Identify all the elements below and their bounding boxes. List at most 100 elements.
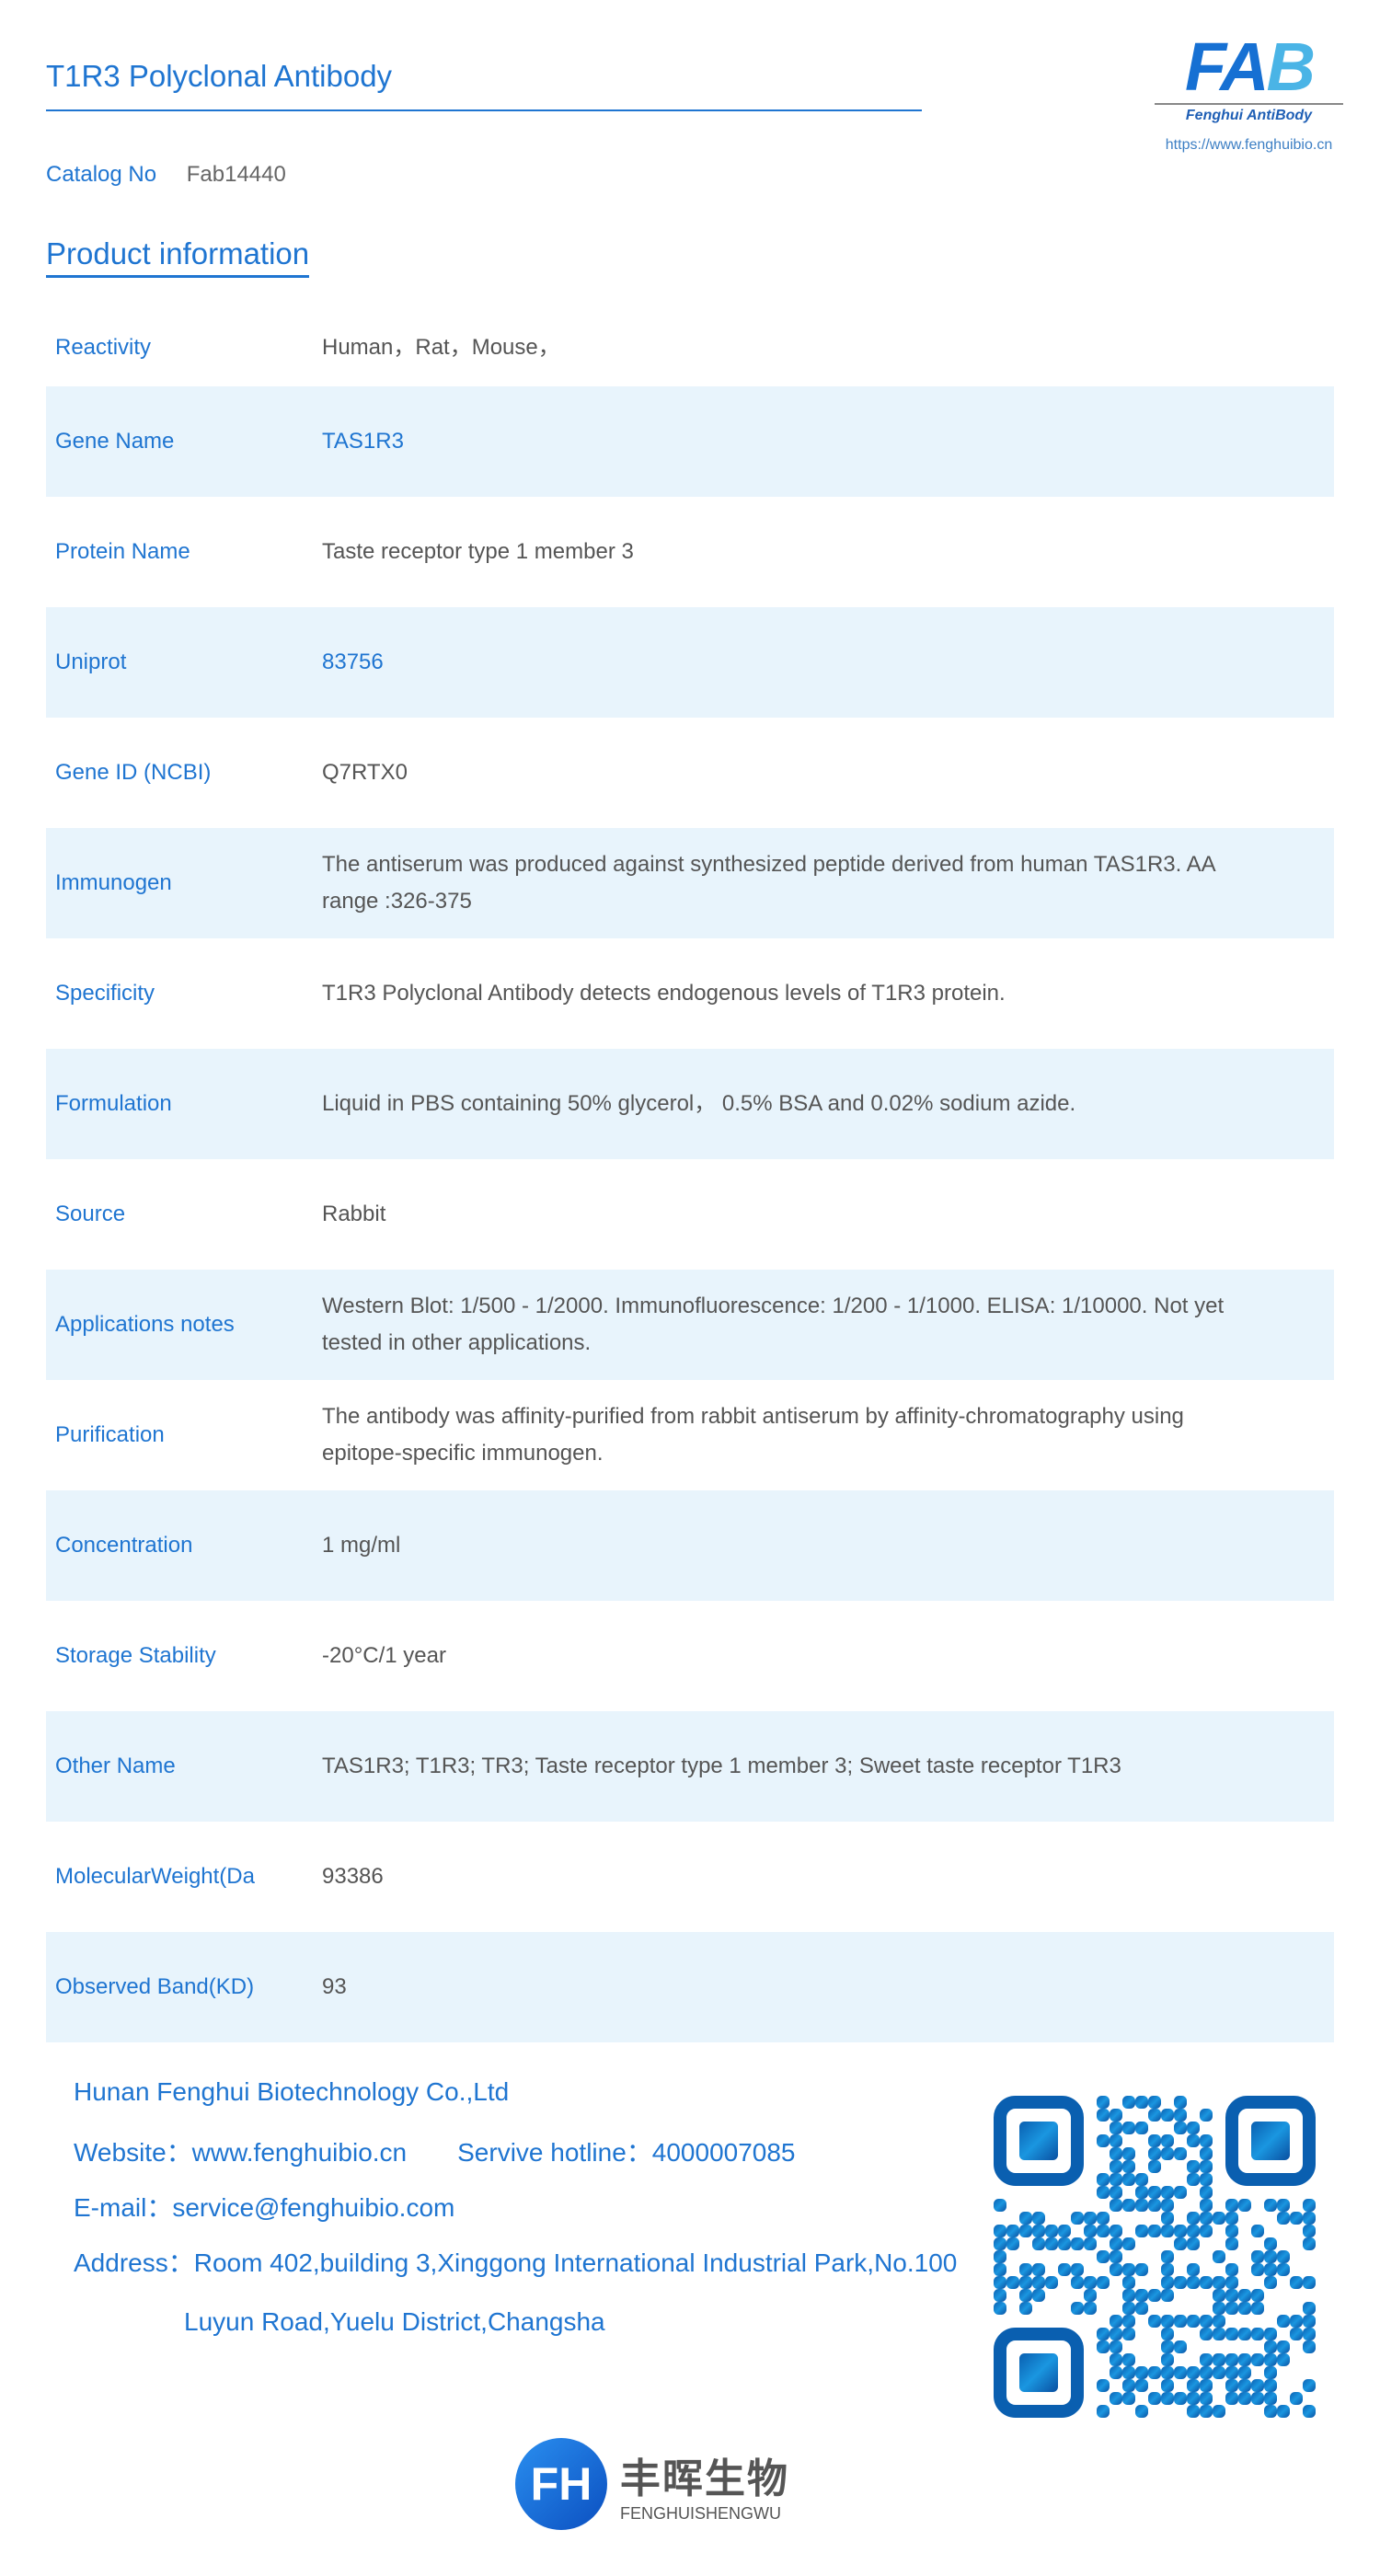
qr-module — [994, 2263, 1006, 2276]
table-row: Uniprot 83756 — [46, 607, 1334, 718]
qr-module — [1097, 2379, 1110, 2392]
qr-module — [1225, 2328, 1238, 2340]
website[interactable]: Website：www.fenghuibio.cn — [74, 2138, 408, 2167]
qr-module — [1122, 2315, 1135, 2328]
row-value: Human，Rat，Mouse， — [322, 335, 560, 360]
email[interactable]: E-mail：service@fenghuibio.com — [74, 2193, 455, 2222]
qr-module — [1084, 2212, 1097, 2225]
qr-module — [1161, 2366, 1174, 2379]
qr-module — [1290, 2328, 1303, 2340]
qr-module — [1110, 2225, 1122, 2237]
qr-module — [994, 2199, 1006, 2212]
row-value: The antiserum was produced against synth… — [322, 852, 1215, 914]
qr-module — [1097, 2109, 1110, 2122]
qr-module — [1084, 2276, 1097, 2289]
qr-module — [1135, 2405, 1148, 2418]
qr-module — [1084, 2302, 1097, 2315]
row-label: Immunogen — [55, 870, 172, 895]
qr-module — [1045, 2225, 1058, 2237]
qr-module — [1213, 2315, 1225, 2328]
qr-module — [1187, 2237, 1200, 2250]
qr-module — [1045, 2237, 1058, 2250]
qr-finder — [994, 2096, 1084, 2186]
qr-module — [1110, 2109, 1122, 2122]
table-row: Protein Name Taste receptor type 1 member… — [46, 497, 1334, 607]
logo-divider — [1155, 103, 1343, 105]
logo-url[interactable]: https://www.fenghuibio.cn — [1165, 137, 1333, 153]
qr-module — [1006, 2237, 1019, 2250]
row-value[interactable]: TAS1R3 — [322, 429, 404, 454]
row-label: Uniprot — [55, 650, 127, 674]
qr-module — [1148, 2147, 1161, 2160]
qr-module — [1225, 2379, 1238, 2392]
qr-module — [1277, 2250, 1290, 2263]
qr-module — [1110, 2263, 1122, 2276]
qr-module — [1303, 2340, 1316, 2353]
qr-module — [1019, 2353, 1058, 2392]
qr-module — [1006, 2225, 1019, 2237]
qr-module — [1161, 2289, 1174, 2302]
title-underline — [46, 109, 922, 111]
catalog-label: Catalog No — [46, 162, 157, 187]
qr-module — [1251, 2250, 1264, 2263]
qr-module — [1213, 2276, 1225, 2289]
qr-module — [1225, 2237, 1238, 2250]
qr-module — [1290, 2212, 1303, 2225]
company-name: Hunan Fenghui Biotechnology Co.,Ltd — [74, 2077, 510, 2106]
qr-module — [1110, 2315, 1122, 2328]
qr-module — [1187, 2315, 1200, 2328]
section-title: Product information — [46, 236, 310, 278]
qr-module — [1200, 2160, 1213, 2173]
qr-code — [994, 2096, 1316, 2418]
qr-module — [1110, 2353, 1122, 2366]
qr-module — [1058, 2237, 1071, 2250]
qr-module — [1251, 2302, 1264, 2315]
qr-module — [1161, 2250, 1174, 2263]
qr-module — [1264, 2199, 1277, 2212]
qr-module — [1277, 2263, 1290, 2276]
qr-module — [1277, 2340, 1290, 2353]
catalog-value: Fab14440 — [186, 162, 286, 187]
qr-module — [1303, 2237, 1316, 2250]
row-value[interactable]: 83756 — [322, 650, 384, 674]
qr-module — [1213, 2289, 1225, 2302]
qr-module — [1174, 2096, 1187, 2109]
qr-module — [1110, 2147, 1122, 2160]
row-value: Q7RTX0 — [322, 760, 408, 785]
qr-module — [1122, 2276, 1135, 2289]
qr-module — [1200, 2405, 1213, 2418]
qr-module — [1264, 2405, 1277, 2418]
qr-module — [1122, 2160, 1135, 2173]
qr-module — [1187, 2134, 1200, 2147]
qr-module — [1213, 2212, 1225, 2225]
qr-module — [1303, 2276, 1316, 2289]
qr-module — [1225, 2353, 1238, 2366]
qr-module — [1187, 2122, 1200, 2134]
row-value: Rabbit — [322, 1202, 386, 1226]
qr-module — [1277, 2212, 1290, 2225]
qr-module — [1264, 2328, 1277, 2340]
qr-finder — [1225, 2096, 1316, 2186]
row-label: Gene Name — [55, 429, 175, 454]
row-label: Purification — [55, 1422, 165, 1447]
qr-module — [1277, 2315, 1290, 2328]
qr-module — [1174, 2315, 1187, 2328]
qr-module — [1213, 2328, 1225, 2340]
table-row: Storage Stability -20°C/1 year — [46, 1601, 1334, 1711]
qr-module — [1200, 2147, 1213, 2160]
row-label: Reactivity — [55, 335, 152, 360]
qr-module — [1290, 2392, 1303, 2405]
qr-module — [1148, 2392, 1161, 2405]
qr-module — [1148, 2289, 1161, 2302]
qr-module — [1161, 2315, 1174, 2328]
table-row: Applications notes Western Blot: 1/500 - … — [46, 1270, 1334, 1380]
row-label: Storage Stability — [55, 1643, 216, 1668]
qr-module — [1187, 2173, 1200, 2186]
fab-logo-mark: FAB — [1184, 29, 1316, 105]
qr-module — [1032, 2289, 1045, 2302]
qr-module — [1187, 2225, 1200, 2237]
qr-module — [1110, 2328, 1122, 2340]
qr-module — [1251, 2225, 1264, 2237]
row-value: T1R3 Polyclonal Antibody detects endogen… — [322, 981, 1006, 1006]
qr-module — [1200, 2328, 1213, 2340]
